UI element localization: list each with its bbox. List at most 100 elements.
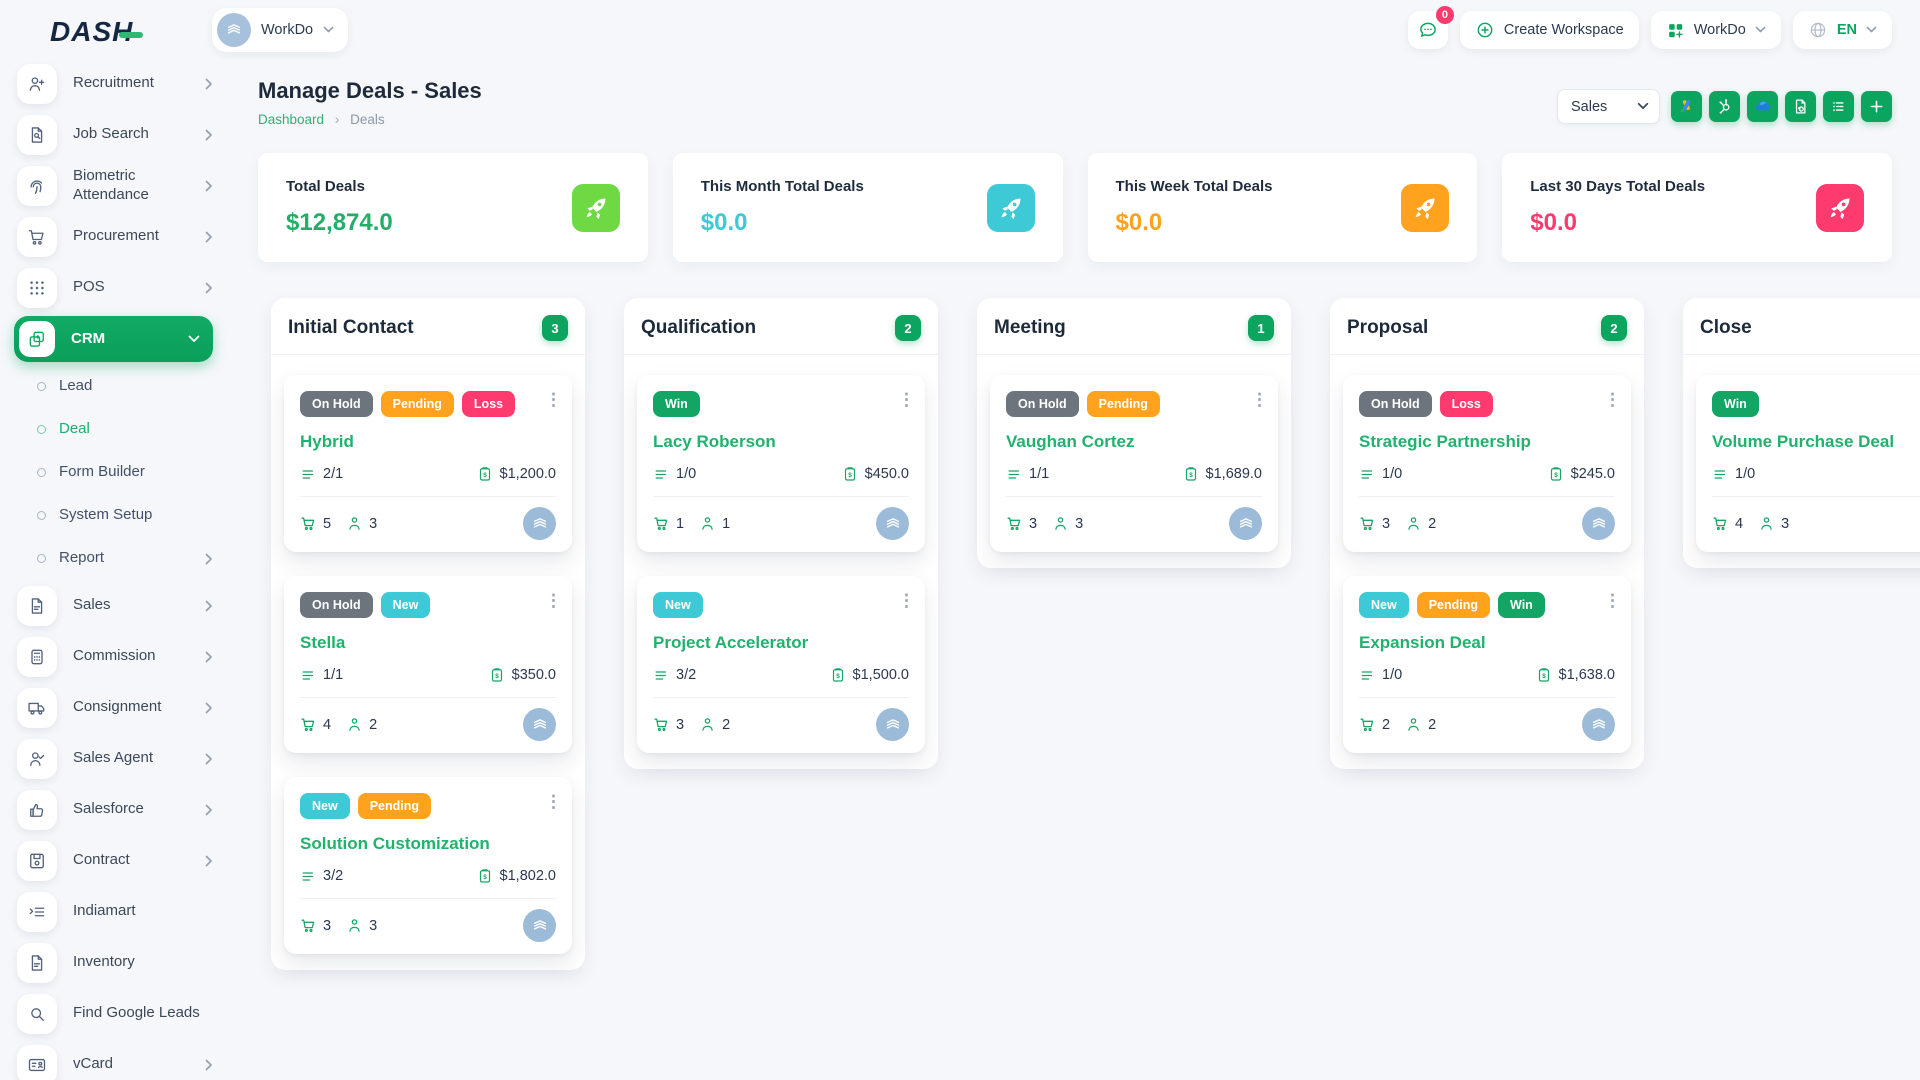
sidebar-nav: Recruitment Job Search Biometric Attenda…	[0, 58, 240, 1080]
kebab-menu-icon[interactable]: ⋮	[1251, 390, 1268, 409]
deal-title[interactable]: Volume Purchase Deal	[1712, 432, 1895, 451]
workspace-selector[interactable]: WorkDo	[212, 8, 349, 52]
svg-text:$: $	[1542, 673, 1546, 680]
rocket-icon	[1816, 183, 1864, 232]
kanban-column-meeting: Meeting 1 On Hold Pending ⋮ Vaughan Corte…	[977, 298, 1291, 568]
page-title: Manage Deals - Sales	[258, 78, 482, 103]
sidebar-subitem-deal[interactable]: Deal	[0, 408, 240, 451]
top-bar-right: 0 Create Workspace WorkDo EN	[1407, 6, 1892, 49]
sidebar-item-recruitment[interactable]: Recruitment	[0, 58, 240, 109]
onedrive-button[interactable]	[1747, 91, 1778, 122]
pipeline-select[interactable]: Sales	[1557, 89, 1660, 124]
deal-title[interactable]: Hybrid	[300, 432, 354, 451]
deal-users-count: 2	[1428, 716, 1437, 733]
stat-value: $0.0	[700, 209, 748, 236]
kebab-menu-icon[interactable]: ⋮	[1604, 591, 1621, 610]
column-cards: On Hold Pending ⋮ Vaughan Cortez 1/1 $ $1…	[977, 355, 1291, 568]
deal-price: $450.0	[864, 466, 909, 482]
kanban-column-qualification: Qualification 2 Win ⋮ Lacy Roberson 1/0 …	[624, 298, 938, 769]
sidebar-item-pos[interactable]: POS	[0, 262, 240, 313]
building-icon	[533, 517, 546, 528]
deal-badges: New Pending	[300, 793, 556, 819]
deal-title[interactable]: Vaughan Cortez	[1006, 432, 1135, 451]
deal-card-stella[interactable]: On Hold New ⋮ Stella 1/1 $ $350.0 4 2	[284, 576, 572, 753]
sidebar-subitem-system-setup[interactable]: System Setup	[0, 494, 240, 537]
apps-menu-button[interactable]: WorkDo	[1650, 11, 1781, 49]
deal-card-hybrid[interactable]: On Hold Pending Loss ⋮ Hybrid 2/1 $ $1,200…	[284, 375, 572, 552]
status-badge-new: New	[300, 793, 350, 819]
messages-count-badge: 0	[1435, 6, 1454, 24]
sidebar-item-job-search[interactable]: Job Search	[0, 109, 240, 160]
deal-badges: On Hold New	[300, 592, 556, 618]
column-count-badge: 3	[542, 315, 568, 341]
language-selector[interactable]: EN	[1792, 11, 1892, 49]
sidebar-item-find-google-leads[interactable]: Find Google Leads	[0, 988, 240, 1039]
document-search-icon	[17, 114, 57, 155]
kebab-menu-icon[interactable]: ⋮	[545, 390, 562, 409]
products-cart-icon	[300, 515, 317, 532]
list-view-button[interactable]	[1823, 91, 1854, 122]
sidebar-item-inventory[interactable]: Inventory	[0, 937, 240, 988]
deal-title[interactable]: Expansion Deal	[1359, 633, 1486, 652]
kebab-menu-icon[interactable]: ⋮	[545, 792, 562, 811]
deal-card-lacy-roberson[interactable]: Win ⋮ Lacy Roberson 1/0 $ $450.0 1 1	[637, 375, 925, 552]
sidebar-subitem-lead[interactable]: Lead	[0, 365, 240, 408]
sidebar-item-consignment[interactable]: Consignment	[0, 682, 240, 733]
rocket-icon	[571, 183, 620, 232]
status-badge-on-hold: On Hold	[300, 391, 373, 417]
kebab-menu-icon[interactable]: ⋮	[545, 591, 562, 610]
kebab-menu-icon[interactable]: ⋮	[898, 591, 915, 610]
create-workspace-button[interactable]: Create Workspace	[1459, 11, 1639, 49]
sidebar-item-procurement[interactable]: Procurement	[0, 211, 240, 262]
google-ads-button[interactable]	[1671, 91, 1702, 122]
deal-title[interactable]: Strategic Partnership	[1359, 432, 1531, 451]
deal-card-volume-purchase-deal[interactable]: Win ⋮ Volume Purchase Deal 1/0 $ 4 3	[1696, 375, 1920, 552]
chevron-right-icon	[205, 282, 213, 294]
deal-card-vaughan-cortez[interactable]: On Hold Pending ⋮ Vaughan Cortez 1/1 $ $1…	[990, 375, 1278, 552]
status-badge-pending: Pending	[1086, 391, 1160, 417]
sidebar-item-commission[interactable]: Commission	[0, 631, 240, 682]
deal-badges: Win	[1712, 391, 1920, 417]
hubspot-button[interactable]	[1709, 91, 1740, 122]
document-icon	[17, 585, 57, 626]
deal-price: $1,689.0	[1205, 466, 1262, 482]
deal-title[interactable]: Project Accelerator	[653, 633, 809, 652]
deal-title[interactable]: Solution Customization	[300, 834, 490, 853]
list-view-icon	[1829, 97, 1848, 116]
bullet-icon	[37, 382, 46, 391]
deal-card-project-accelerator[interactable]: New ⋮ Project Accelerator 3/2 $ $1,500.0…	[637, 576, 925, 753]
kebab-menu-icon[interactable]: ⋮	[898, 390, 915, 409]
app-logo-text: DASH	[50, 16, 134, 47]
messages-button[interactable]: 0	[1407, 6, 1454, 49]
sidebar-item-crm[interactable]: CRM	[14, 316, 213, 362]
building-icon	[886, 517, 899, 528]
plus-button[interactable]	[1861, 91, 1892, 122]
deal-card-expansion-deal[interactable]: New Pending Win ⋮ Expansion Deal 1/0 $ $1,…	[1343, 576, 1631, 753]
sidebar-item-indiamart[interactable]: Indiamart	[0, 886, 240, 937]
deal-title[interactable]: Lacy Roberson	[653, 432, 776, 451]
chevron-down-icon	[1637, 102, 1649, 111]
deal-card-solution-customization[interactable]: New Pending ⋮ Solution Customization 3/2 …	[284, 777, 572, 954]
svg-text:$: $	[1554, 472, 1558, 479]
sidebar-item-sales-agent[interactable]: Sales Agent	[0, 733, 240, 784]
stats-row: Total Deals $12,874.0 This Month Total D…	[258, 153, 1892, 262]
sidebar-item-sales[interactable]: Sales	[0, 580, 240, 631]
kebab-menu-icon[interactable]: ⋮	[1604, 390, 1621, 409]
deal-badges: Win	[653, 391, 909, 417]
document-sync-button[interactable]	[1785, 91, 1816, 122]
stat-card: Last 30 Days Total Deals $0.0	[1502, 153, 1892, 262]
sidebar-subitem-report[interactable]: Report	[0, 537, 240, 580]
deal-card-strategic-partnership[interactable]: On Hold Loss ⋮ Strategic Partnership 1/0 …	[1343, 375, 1631, 552]
column-count-badge: 2	[895, 315, 921, 341]
sidebar-item-contract[interactable]: Contract	[0, 835, 240, 886]
sidebar-subitem-form-builder[interactable]: Form Builder	[0, 451, 240, 494]
svg-text:$: $	[1189, 472, 1193, 479]
deal-title[interactable]: Stella	[300, 633, 346, 652]
grid-apps-icon	[1666, 21, 1685, 40]
sidebar-item-biometric-attendance[interactable]: Biometric Attendance	[0, 160, 240, 211]
sidebar-item-vcard[interactable]: vCard	[0, 1039, 240, 1080]
sidebar-item-salesforce[interactable]: Salesforce	[0, 784, 240, 835]
breadcrumb-dashboard-link[interactable]: Dashboard	[258, 112, 325, 127]
app-logo[interactable]: DASH	[50, 16, 144, 48]
kanban-board: Initial Contact 3 On Hold Pending Loss ⋮ H…	[271, 298, 1920, 970]
